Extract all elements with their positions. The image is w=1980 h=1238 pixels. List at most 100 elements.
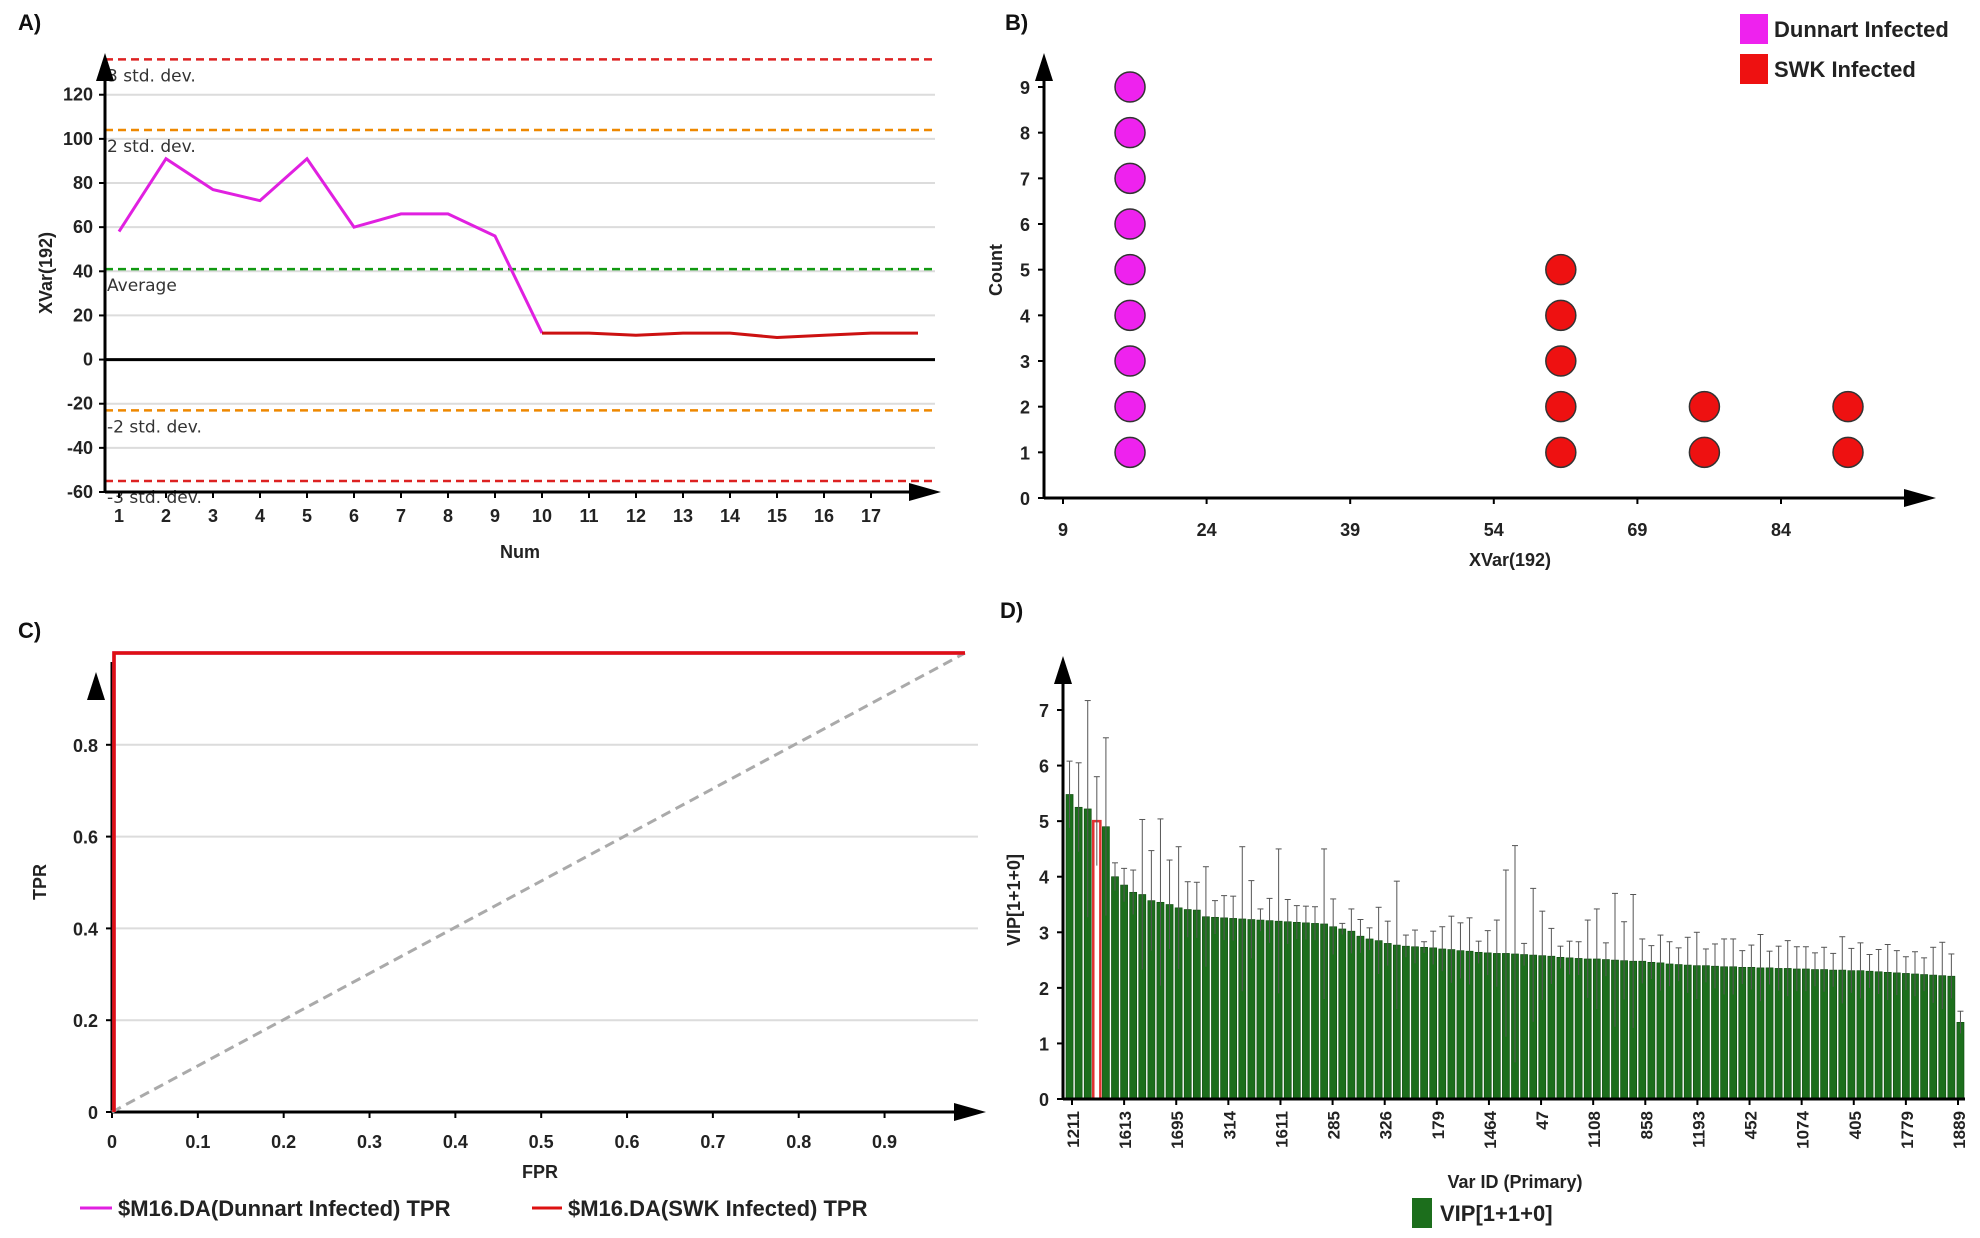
vip-bar (1211, 916, 1219, 1100)
x-tick-label: 5 (302, 506, 312, 526)
y-tick-label: 0 (83, 350, 93, 370)
y-tick-label: 0.4 (73, 919, 98, 939)
vip-bar (1438, 948, 1447, 1100)
scatter-point (1114, 253, 1146, 286)
x-tick-label: 84 (1771, 520, 1791, 540)
y-tick-label: 0.2 (73, 1011, 98, 1031)
y-tick-label: 1 (1020, 443, 1030, 463)
reference-label: 2 std. dev. (107, 137, 196, 157)
y-axis-arrow (87, 672, 105, 700)
x-tick-label: 11 (579, 506, 598, 526)
x-tick-label: 39 (1340, 520, 1360, 540)
y-tick-label: 0.8 (73, 736, 98, 756)
y-tick-label: 100 (63, 129, 93, 149)
vip-bar (1429, 947, 1438, 1100)
x-tick-label: 54 (1484, 520, 1504, 540)
vip-bar (1065, 794, 1074, 1100)
vip-bar (1120, 884, 1128, 1100)
x-tick-label: 858 (1637, 1111, 1656, 1139)
reference-label: -2 std. dev. (107, 417, 202, 437)
panel-label: D) (1000, 598, 1023, 623)
y-tick-label: 2 (1020, 398, 1030, 418)
scatter-point (1114, 208, 1146, 240)
y-tick-label: -40 (67, 438, 93, 458)
panel-label: A) (18, 10, 41, 35)
x-tick-label: 1889 (1950, 1111, 1969, 1149)
x-tick-label: 405 (1846, 1111, 1865, 1139)
scatter-point (1688, 436, 1721, 469)
x-tick-label: 0.7 (700, 1132, 725, 1152)
panel-a: A) -60 -40 -20 0 20 40 60 80 100 120 3 std. dev. 2 s… (18, 10, 941, 562)
vip-bar (1920, 974, 1928, 1100)
scatter-point (1832, 436, 1864, 469)
vip-bar (1865, 970, 1874, 1100)
y-tick-label: 0 (1020, 489, 1030, 509)
scatter-point (1545, 253, 1577, 286)
x-tick-label: 47 (1533, 1111, 1552, 1130)
y-tick-label: 9 (1020, 78, 1030, 98)
x-axis-label: Var ID (Primary) (1447, 1172, 1582, 1192)
x-tick-label: 1 (114, 506, 124, 526)
y-tick-label: 0 (88, 1103, 98, 1123)
legend-swatch (1740, 14, 1768, 44)
scatter-point (1545, 436, 1577, 469)
vip-bar (1674, 964, 1683, 1100)
reference-label: 3 std. dev. (107, 66, 196, 86)
panel-label: B) (1005, 10, 1028, 35)
y-tick-label: 0 (1039, 1090, 1049, 1110)
x-tick-label: 3 (208, 506, 218, 526)
x-tick-label: 17 (861, 506, 881, 526)
x-tick-label: 0.8 (786, 1132, 811, 1152)
y-tick-label: 120 (63, 85, 93, 105)
vip-bar (1283, 921, 1292, 1100)
x-tick-label: 179 (1429, 1111, 1448, 1139)
x-tick-label: 8 (443, 506, 453, 526)
vip-bar (1192, 909, 1201, 1100)
x-tick-label: 2 (161, 506, 171, 526)
y-axis-label: VIP[1+1+0] (1004, 854, 1024, 946)
vip-bar (1565, 957, 1574, 1100)
y-axis-arrow (1035, 53, 1053, 81)
vip-bar (1956, 1022, 1965, 1100)
y-tick-label: 5 (1039, 812, 1049, 832)
x-tick-label: 69 (1627, 520, 1647, 540)
x-tick-label: 10 (532, 506, 552, 526)
vip-bar (1574, 958, 1583, 1100)
legend-swatch (1412, 1198, 1432, 1228)
scatter-point (1688, 390, 1721, 423)
scatter-point (1114, 390, 1146, 423)
x-tick-label: 7 (396, 506, 406, 526)
x-tick-label: 0.6 (615, 1132, 640, 1152)
vip-bar (1356, 935, 1365, 1100)
y-tick-label: 7 (1039, 701, 1049, 721)
legend-label: SWK Infected (1774, 57, 1916, 82)
vip-bar (1602, 959, 1610, 1100)
y-tick-label: 5 (1020, 261, 1030, 281)
series-line (542, 331, 918, 340)
y-tick-label: -60 (67, 482, 93, 502)
x-tick-label: 9 (1058, 520, 1068, 540)
x-tick-label: 0.2 (271, 1132, 296, 1152)
vip-bar (1256, 919, 1265, 1100)
y-tick-label: 7 (1020, 169, 1030, 189)
scatter-point (1114, 162, 1146, 195)
y-axis-arrow (96, 53, 114, 81)
x-tick-label: 1779 (1898, 1111, 1917, 1149)
scatter-point (1114, 436, 1146, 469)
x-axis-label: Num (500, 542, 540, 562)
x-axis-label: XVar(192) (1469, 550, 1551, 570)
vip-bar (1111, 876, 1119, 1100)
vip-bar (1738, 966, 1747, 1100)
x-tick-label: 452 (1742, 1111, 1761, 1139)
x-tick-label: 0.3 (357, 1132, 382, 1152)
x-axis-arrow (1904, 489, 1936, 507)
y-tick-label: 20 (73, 305, 93, 325)
x-tick-label: 13 (673, 506, 693, 526)
x-tick-label: 16 (814, 506, 834, 526)
x-tick-label: 1211 (1064, 1111, 1083, 1148)
y-tick-label: 40 (73, 261, 93, 281)
vip-bar (1220, 917, 1228, 1100)
vip-bar (1556, 956, 1565, 1100)
vip-bar (1420, 946, 1428, 1100)
